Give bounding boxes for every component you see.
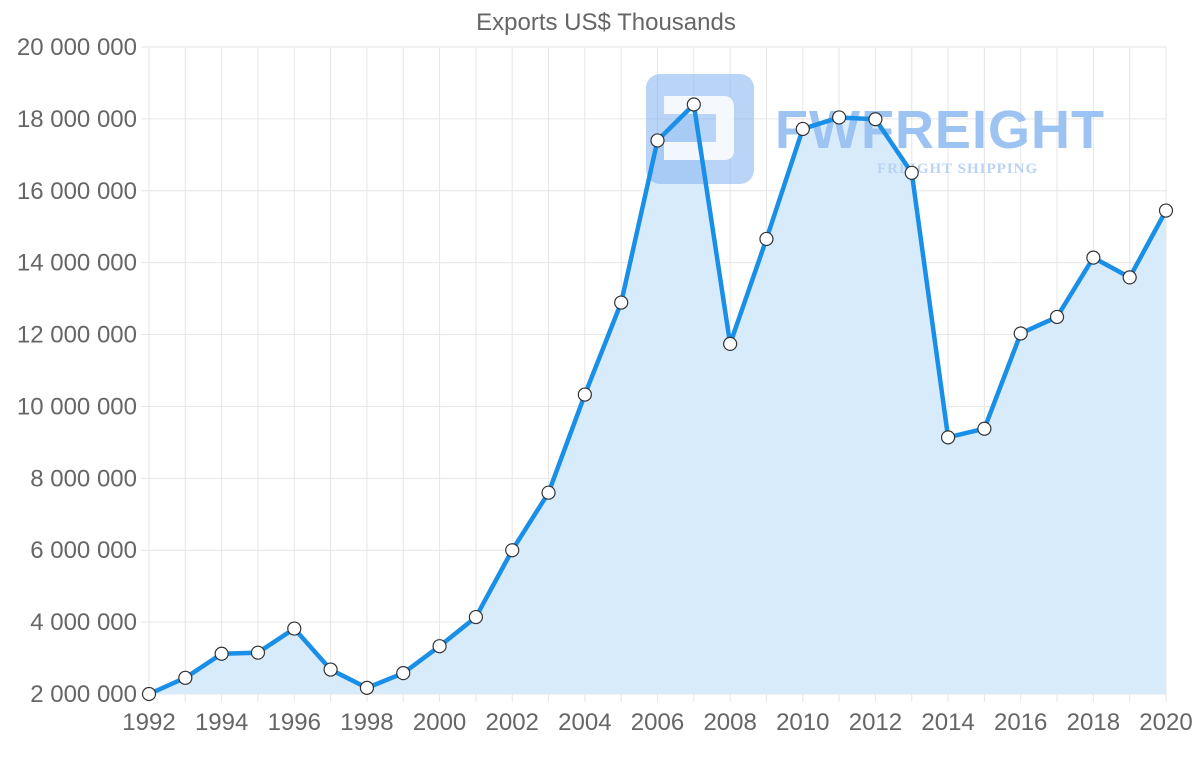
data-point-1998 (359, 680, 375, 695)
data-point-1996 (287, 621, 302, 636)
y-tick-label: 18 000 000 (17, 106, 137, 133)
data-point-2014 (940, 430, 956, 445)
data-point-2004 (577, 387, 592, 402)
data-point-2008 (723, 336, 738, 352)
y-tick-label: 14 000 000 (17, 250, 137, 277)
data-point-2009 (759, 231, 774, 247)
data-point-2015 (977, 421, 992, 436)
watermark-logo-block (646, 74, 754, 184)
data-point-2012 (868, 112, 883, 127)
x-tick-label: 2000 (413, 709, 466, 736)
data-point-2002 (505, 543, 520, 558)
watermark-tagline: FREIGHT SHIPPING (877, 161, 1038, 177)
data-point-2000 (432, 639, 447, 654)
data-points (141, 97, 1174, 702)
watermark-brand: FWFREIGHT (775, 100, 1105, 160)
data-point-1999 (396, 666, 411, 681)
data-point-2006 (650, 133, 665, 148)
x-tick-label: 1996 (268, 709, 321, 736)
y-tick-label: 12 000 000 (17, 322, 137, 349)
x-tick-label: 2012 (849, 709, 902, 736)
data-point-1997 (323, 662, 338, 677)
x-tick-label: 2008 (703, 709, 756, 736)
x-tick-label: 2020 (1139, 709, 1192, 736)
data-point-1993 (178, 670, 193, 685)
x-tick-label: 2016 (994, 709, 1047, 736)
watermark-logo-glyph (664, 96, 734, 160)
data-point-2018 (1086, 250, 1101, 265)
x-tick-label: 2006 (631, 709, 684, 736)
data-point-2019 (1122, 270, 1137, 285)
y-tick-label: 20 000 000 (17, 34, 137, 61)
chart-title: Exports US$ Thousands (476, 9, 736, 36)
data-point-2017 (1049, 309, 1065, 325)
y-tick-label: 8 000 000 (30, 465, 137, 492)
y-tick-label: 4 000 000 (30, 609, 137, 636)
x-tick-label: 1992 (122, 709, 175, 736)
data-point-2016 (1013, 326, 1028, 341)
x-tick-label: 2010 (776, 709, 829, 736)
data-point-1992 (141, 686, 157, 702)
data-point-2007 (686, 97, 701, 112)
y-axis-ticks: 2 000 000 4 000 000 6 000 000 8 000 000 10 0… (17, 34, 137, 708)
data-point-2020 (1158, 203, 1174, 218)
series-area (149, 104, 1166, 694)
y-tick-label: 2 000 000 (30, 681, 137, 708)
y-tick-label: 6 000 000 (30, 537, 137, 564)
data-point-1995 (250, 645, 266, 660)
x-tick-label: 2004 (558, 709, 611, 736)
x-tick-label: 2014 (921, 709, 974, 736)
x-tick-label: 1998 (340, 709, 393, 736)
data-point-2010 (795, 121, 810, 137)
x-tick-label: 1994 (195, 709, 248, 736)
x-tick-label: 2002 (486, 709, 539, 736)
watermark-logo: FWFREIGHT FREIGHT SHIPPING (646, 74, 1105, 184)
data-point-2013 (904, 165, 919, 180)
y-tick-label: 16 000 000 (17, 178, 137, 205)
data-point-2001 (468, 609, 483, 625)
data-point-2003 (541, 485, 556, 500)
area-fill-layer (149, 104, 1166, 694)
y-tick-label: 10 000 000 (17, 393, 137, 420)
x-axis-ticks: 1992 1994 1996 1998 2000 2002 2004 2006 2008 2010… (122, 709, 1192, 736)
data-point-2005 (614, 295, 629, 310)
x-tick-label: 2018 (1067, 709, 1120, 736)
data-point-2011 (832, 110, 847, 125)
data-point-1994 (214, 646, 229, 661)
